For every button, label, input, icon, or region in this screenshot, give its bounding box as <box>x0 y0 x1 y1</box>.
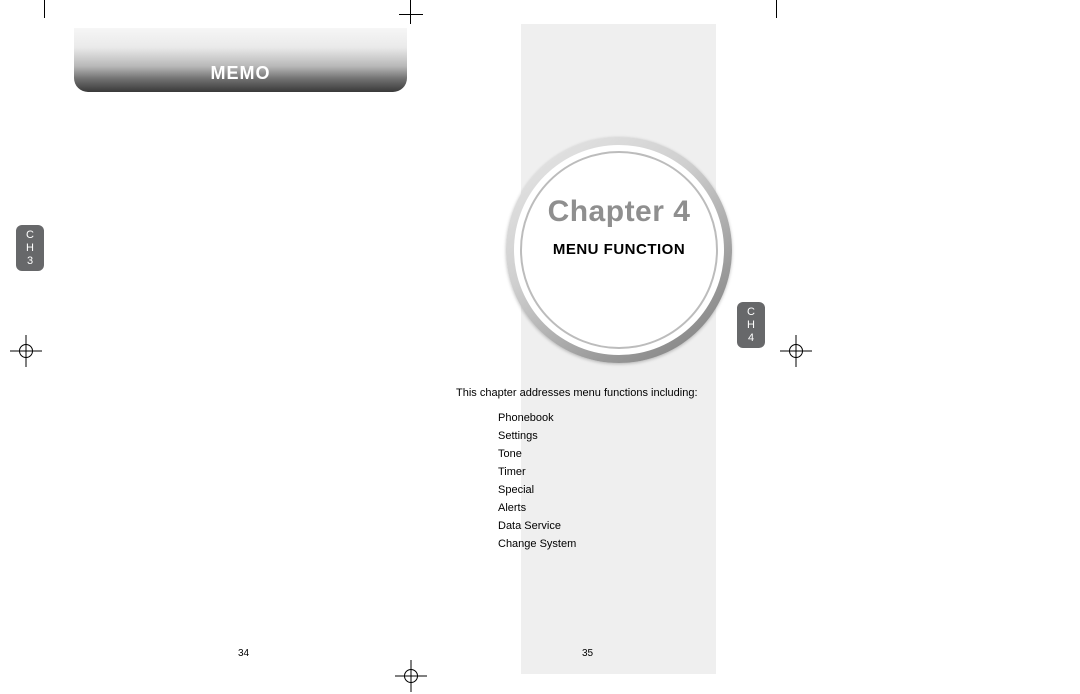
chapter-tab-left: CH3 <box>16 225 44 271</box>
chapter-intro: This chapter addresses menu functions in… <box>456 387 698 399</box>
registration-mark <box>395 660 427 692</box>
document-spread: MEMO CH3 CH4 Chapter 4 MENU FUNCTION Thi… <box>0 0 1080 694</box>
chapter-title: MENU FUNCTION <box>506 241 732 258</box>
chapter-toc: PhonebookSettingsToneTimerSpecialAlertsD… <box>498 409 576 553</box>
registration-mark <box>10 335 42 367</box>
chapter-tab-line: 3 <box>27 255 33 268</box>
chapter-label: Chapter 4 <box>506 195 732 229</box>
toc-item: Tone <box>498 445 576 463</box>
chapter-tab-line: C <box>26 229 34 242</box>
left-page-header-text: MEMO <box>211 63 271 84</box>
chapter-medallion: Chapter 4 MENU FUNCTION <box>506 137 732 363</box>
chapter-tab-line: H <box>747 319 755 332</box>
page-number-left: 34 <box>238 648 249 659</box>
page-number-right: 35 <box>582 648 593 659</box>
toc-item: Phonebook <box>498 409 576 427</box>
crop-mark <box>410 0 411 24</box>
toc-item: Data Service <box>498 517 576 535</box>
toc-item: Special <box>498 481 576 499</box>
toc-item: Alerts <box>498 499 576 517</box>
toc-item: Change System <box>498 535 576 553</box>
registration-mark <box>780 335 812 367</box>
chapter-tab-line: 4 <box>748 332 754 345</box>
chapter-medallion-ring: Chapter 4 MENU FUNCTION <box>506 137 732 363</box>
crop-mark <box>44 0 45 18</box>
chapter-tab-right: CH4 <box>737 302 765 348</box>
left-page-header: MEMO <box>74 28 407 92</box>
crop-mark <box>399 14 423 15</box>
toc-item: Settings <box>498 427 576 445</box>
chapter-tab-line: C <box>747 306 755 319</box>
crop-mark <box>776 0 777 18</box>
chapter-tab-line: H <box>26 242 34 255</box>
toc-item: Timer <box>498 463 576 481</box>
